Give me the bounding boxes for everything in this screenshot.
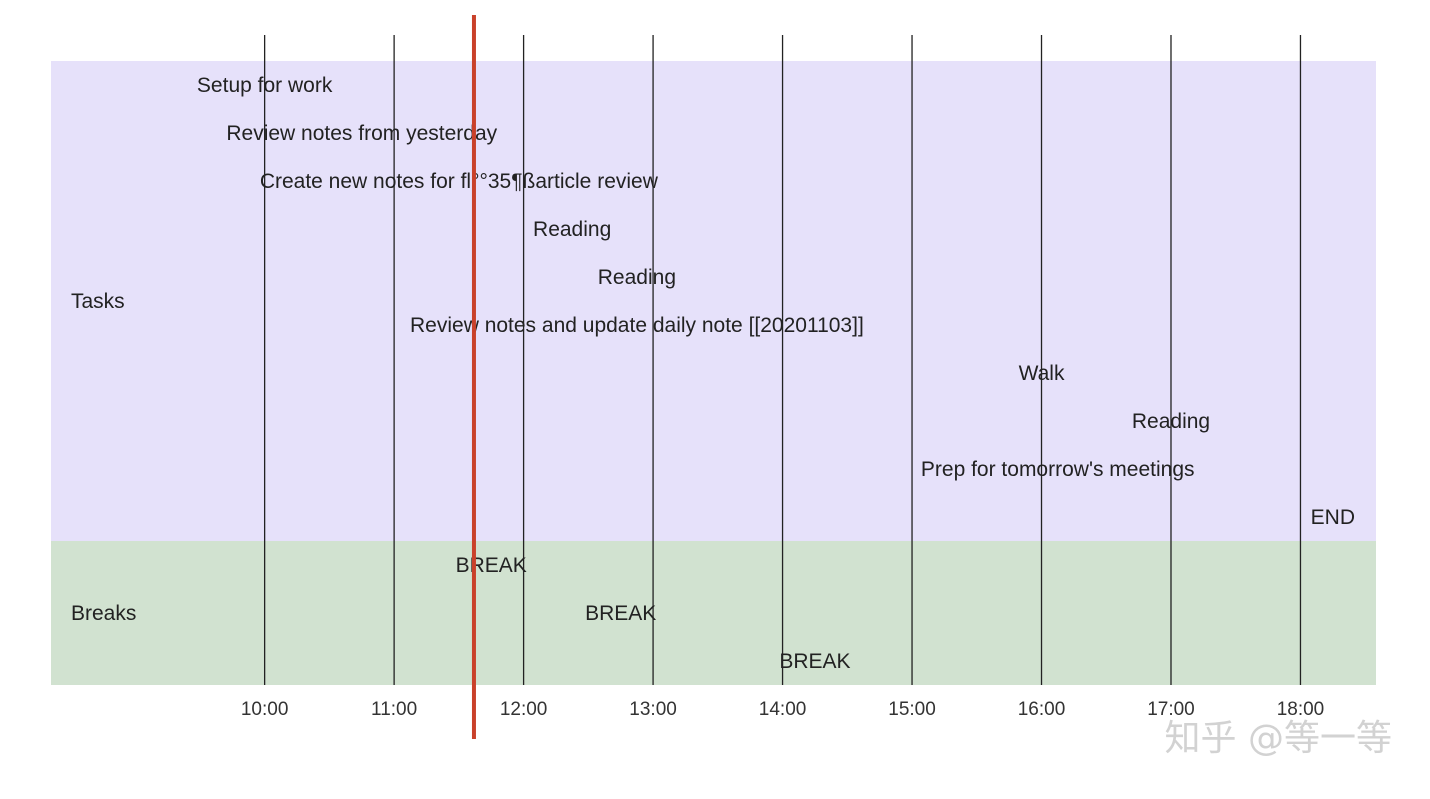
section-band-tasks	[51, 61, 1376, 541]
x-tick-label: 17:00	[1147, 699, 1195, 720]
task-label: Reading	[1132, 410, 1210, 433]
x-tick-label: 18:00	[1277, 699, 1325, 720]
x-tick-label: 12:00	[500, 699, 548, 720]
section-label-tasks: Tasks	[71, 290, 125, 313]
x-tick-label: 13:00	[629, 699, 677, 720]
task-label: Reading	[533, 218, 611, 241]
break-label: BREAK	[585, 602, 656, 625]
task-label: Create new notes for fl°°35¶ßarticle rev…	[260, 170, 659, 193]
task-label: Reading	[598, 266, 676, 289]
task-label: Review notes and update daily note [[202…	[410, 314, 864, 337]
section-backgrounds	[51, 61, 1376, 685]
task-labels: Tasks Breaks Setup for work Review notes fr…	[71, 74, 1355, 673]
section-band-breaks	[51, 541, 1376, 685]
x-tick-label: 11:00	[371, 699, 417, 720]
x-axis: 10:00 11:00 12:00 13:00 14:00 15:00 16:00 17:00…	[241, 699, 1324, 720]
x-tick-label: 16:00	[1018, 699, 1066, 720]
task-label: END	[1311, 506, 1355, 529]
x-tick-label: 10:00	[241, 699, 289, 720]
watermark-text: 知乎 @等一等	[1165, 718, 1392, 759]
break-label: BREAK	[456, 554, 527, 577]
x-tick-label: 15:00	[888, 699, 936, 720]
task-label: Review notes from yesterday	[226, 122, 497, 145]
section-label-breaks: Breaks	[71, 602, 136, 625]
time-grid	[263, 35, 1302, 685]
x-tick-label: 14:00	[759, 699, 807, 720]
break-label: BREAK	[779, 650, 850, 673]
task-label: Setup for work	[197, 74, 333, 97]
task-label: Walk	[1019, 362, 1065, 385]
task-label: Prep for tomorrow's meetings	[921, 458, 1195, 481]
